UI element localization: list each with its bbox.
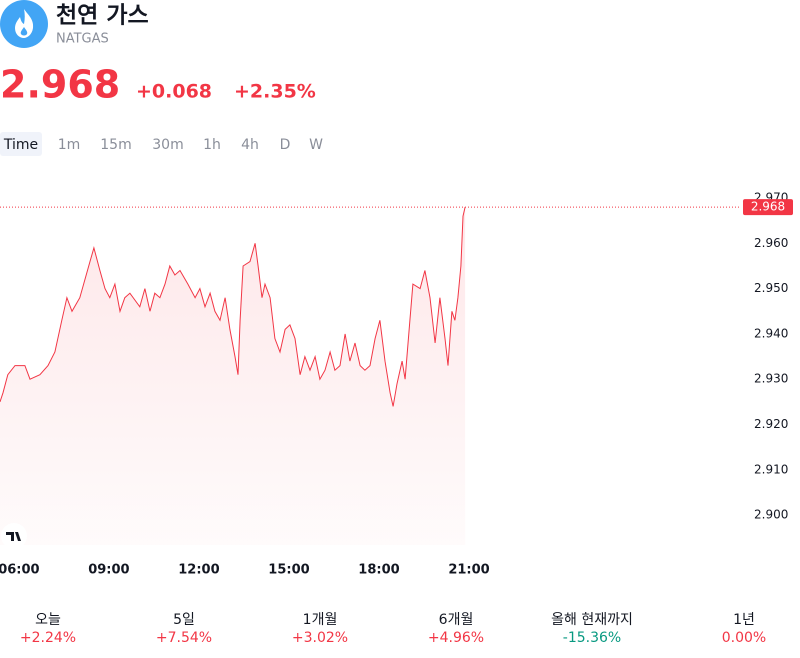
timeframe-button[interactable]: 1m bbox=[58, 137, 81, 153]
change-percent: +2.35% bbox=[234, 81, 316, 103]
x-tick-label: 15:00 bbox=[268, 563, 309, 578]
area-fill bbox=[0, 207, 466, 545]
y-tick-label: 2.940 bbox=[754, 326, 788, 340]
perf-label[interactable]: 오늘 bbox=[35, 612, 61, 628]
x-tick-label: 06:00 bbox=[0, 563, 40, 578]
timeframe-button[interactable]: Time bbox=[3, 137, 38, 153]
y-tick-label: 2.960 bbox=[754, 236, 788, 250]
perf-label[interactable]: 올해 현재까지 bbox=[551, 612, 633, 628]
timeframe-button[interactable]: 15m bbox=[100, 137, 131, 153]
tv-logo bbox=[1, 523, 27, 549]
perf-label[interactable]: 5일 bbox=[173, 612, 195, 628]
perf-value: +4.96% bbox=[428, 630, 484, 646]
y-tick-label: 2.900 bbox=[754, 508, 788, 522]
timeframe-button[interactable]: D bbox=[280, 137, 291, 153]
perf-label[interactable]: 6개월 bbox=[439, 612, 474, 628]
perf-value: +7.54% bbox=[156, 630, 212, 646]
timeframe-button[interactable]: 30m bbox=[152, 137, 183, 153]
performance: 오늘 +2.24% 5일 +7.54% 1개월 +3.02% 6개월 +4.96% 올해 현재까… bbox=[20, 612, 766, 646]
last-price-label: 2.968 bbox=[751, 200, 785, 214]
plot: 2.9002.9102.9202.9302.9402.9502.9602.970… bbox=[0, 191, 793, 578]
symbol-icon bbox=[0, 0, 48, 48]
x-tick-label: 12:00 bbox=[178, 563, 219, 578]
perf-value: 0.00% bbox=[722, 630, 766, 646]
price: 2.968 bbox=[0, 63, 120, 107]
symbol: NATGAS bbox=[56, 32, 109, 47]
timeframe-button[interactable]: 1h bbox=[203, 137, 221, 153]
timeframe-button[interactable]: 4h bbox=[241, 137, 259, 153]
y-tick-label: 2.920 bbox=[754, 417, 788, 431]
timeframes: Time 1m 15m 30m 1h 4h D W bbox=[3, 137, 323, 153]
perf-value: +3.02% bbox=[292, 630, 348, 646]
price-line bbox=[0, 206, 466, 407]
x-tick-label: 09:00 bbox=[88, 563, 129, 578]
x-tick-label: 18:00 bbox=[358, 563, 399, 578]
x-tick-label: 21:00 bbox=[448, 563, 489, 578]
timeframe-button[interactable]: W bbox=[309, 137, 323, 153]
last-price-tag bbox=[743, 199, 793, 216]
perf-label[interactable]: 1개월 bbox=[303, 612, 338, 628]
y-tick-label: 2.910 bbox=[754, 462, 788, 476]
title: 천연 가스 bbox=[56, 3, 149, 29]
perf-label[interactable]: 1년 bbox=[733, 612, 755, 628]
change: +0.068 bbox=[136, 81, 212, 103]
perf-value: -15.36% bbox=[563, 630, 621, 646]
timeframe-active bbox=[0, 132, 42, 156]
perf-value: +2.24% bbox=[20, 630, 76, 646]
y-tick-label: 2.930 bbox=[754, 372, 788, 386]
y-tick-label: 2.950 bbox=[754, 281, 788, 295]
